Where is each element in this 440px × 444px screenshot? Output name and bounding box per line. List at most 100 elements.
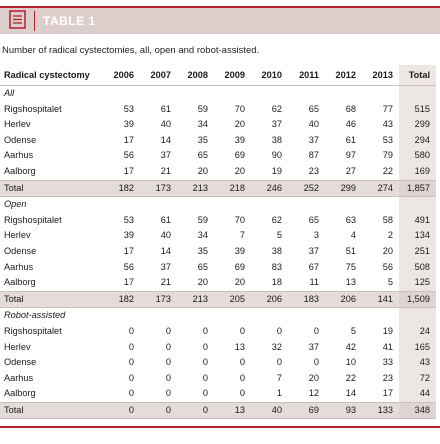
value-cell: 5 [276, 230, 282, 241]
hospital-name: Rigshospitalet [4, 103, 62, 114]
value-cell: 38 [271, 134, 282, 145]
value-cell: 35 [197, 245, 208, 256]
value-cell: 14 [160, 245, 171, 256]
value-cell: 70 [234, 214, 245, 225]
value-cell: 2 [387, 230, 393, 241]
value-cell: 61 [345, 134, 356, 145]
bottom-rule [0, 426, 440, 428]
value-cell: 0 [313, 357, 319, 368]
value-cell: 19 [382, 325, 393, 336]
row-total-cell: 251 [399, 243, 436, 260]
value-cell: 59 [197, 214, 208, 225]
hospital-name: Aarhus [4, 261, 34, 272]
value-cell: 20 [234, 277, 245, 288]
row-total-cell: 44 [399, 386, 436, 403]
value-cell: 20 [234, 165, 245, 176]
value-cell: 69 [234, 261, 245, 272]
value-cell: 20 [197, 165, 208, 176]
total-value-cell: 182 [103, 179, 140, 198]
value-cell: 65 [308, 214, 319, 225]
value-cell: 53 [123, 103, 134, 114]
value-cell: 69 [234, 150, 245, 161]
table-row: Odense 0 0 0 0 0 0 10 33 43 [0, 355, 436, 371]
column-header: 2010 [251, 65, 288, 86]
section-label: Robot-assisted [4, 310, 66, 321]
total-row: Total 0 0 0 13 40 69 93 133 348 [0, 401, 436, 420]
column-header: 2006 [103, 65, 140, 86]
value-cell: 65 [197, 150, 208, 161]
row-total-cell: 125 [399, 275, 436, 292]
total-label: Total [0, 290, 103, 309]
value-cell: 67 [308, 261, 319, 272]
value-cell: 42 [345, 341, 356, 352]
hospital-name: Aarhus [4, 150, 34, 161]
grand-total-cell: 1,509 [399, 290, 436, 309]
value-cell: 0 [202, 325, 208, 336]
value-cell: 13 [345, 277, 356, 288]
row-total-cell: 72 [399, 370, 436, 387]
value-cell: 0 [202, 357, 208, 368]
row-total-cell: 43 [399, 355, 436, 371]
value-cell: 11 [309, 277, 319, 288]
total-value-cell: 299 [325, 179, 362, 198]
value-cell: 0 [202, 341, 208, 352]
table-row: Odense 17 14 35 39 38 37 51 20 251 [0, 243, 436, 260]
hospital-name: Aalborg [4, 388, 36, 399]
value-cell: 37 [160, 150, 171, 161]
section-row: All [0, 85, 436, 102]
value-cell: 70 [234, 103, 245, 114]
total-value-cell: 274 [362, 179, 399, 198]
value-cell: 35 [197, 134, 208, 145]
value-cell: 0 [128, 341, 134, 352]
hospital-name: Aarhus [4, 372, 34, 383]
total-column-cell [399, 307, 436, 324]
total-value-cell: 173 [140, 290, 177, 309]
value-cell: 40 [160, 119, 171, 130]
value-cell: 20 [197, 277, 208, 288]
value-cell: 5 [350, 325, 356, 336]
value-cell: 0 [128, 388, 134, 399]
value-cell: 23 [308, 165, 319, 176]
value-cell: 61 [160, 103, 171, 114]
column-header: Total [399, 65, 436, 86]
value-cell: 22 [382, 165, 393, 176]
hospital-name: Aalborg [4, 277, 36, 288]
value-cell: 37 [160, 261, 171, 272]
grand-total-cell: 348 [399, 401, 436, 420]
value-cell: 12 [308, 388, 319, 399]
column-header: 2009 [214, 65, 251, 86]
row-total-cell: 580 [399, 148, 436, 164]
total-value-cell: 213 [177, 290, 214, 309]
total-value-cell: 183 [288, 290, 325, 309]
table-caption: Number of radical cystectomies, all, ope… [2, 45, 260, 56]
value-cell: 17 [123, 165, 134, 176]
value-cell: 61 [160, 214, 171, 225]
value-cell: 40 [160, 230, 171, 241]
total-value-cell: 93 [325, 401, 362, 420]
total-value-cell: 252 [288, 179, 325, 198]
table-row: Aarhus 56 37 65 69 83 67 75 56 508 [0, 259, 436, 276]
value-cell: 34 [197, 230, 208, 241]
section-label: Open [4, 199, 27, 210]
total-value-cell: 40 [251, 401, 288, 420]
value-cell: 20 [234, 119, 245, 130]
value-cell: 0 [202, 372, 208, 383]
value-cell: 0 [165, 357, 171, 368]
hospital-name: Herlev [4, 119, 31, 130]
table-icon [9, 10, 27, 30]
row-total-cell: 294 [399, 132, 436, 149]
value-cell: 0 [128, 357, 134, 368]
table-row: Aalborg 0 0 0 0 1 12 14 17 44 [0, 386, 436, 403]
total-row: Total 182 173 213 218 246 252 299 274 1,857 [0, 179, 436, 198]
value-cell: 34 [197, 119, 208, 130]
table-row: Rigshospitalet 53 61 59 70 62 65 68 77 515 [0, 101, 436, 118]
value-cell: 13 [234, 341, 245, 352]
total-value-cell: 141 [362, 290, 399, 309]
value-cell: 7 [239, 230, 245, 241]
table-row: Rigshospitalet 0 0 0 0 0 0 5 19 24 [0, 323, 436, 340]
column-header: 2012 [325, 65, 362, 86]
hospital-name: Aalborg [4, 165, 36, 176]
table-row: Aalborg 17 21 20 20 19 23 27 22 169 [0, 163, 436, 181]
row-total-cell: 491 [399, 212, 436, 229]
hospital-name: Odense [4, 357, 37, 368]
